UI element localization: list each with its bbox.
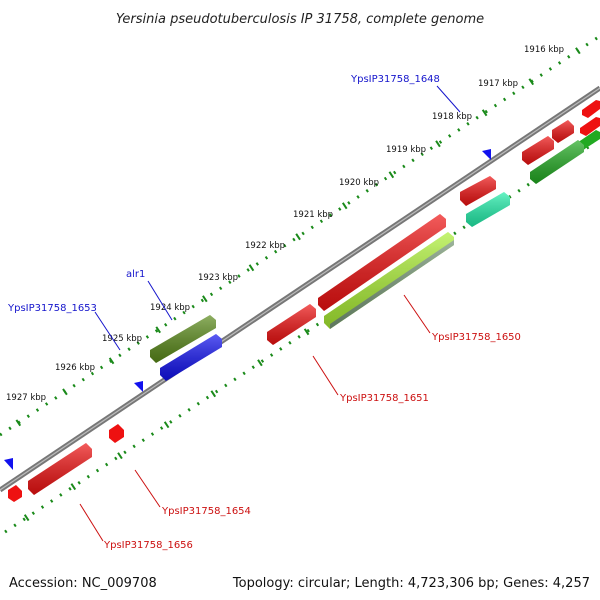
scale-tick (23, 514, 30, 522)
tick-label-1927: 1927 kbp (6, 393, 46, 403)
gene-feature (8, 485, 22, 502)
scale-tick (163, 421, 170, 429)
tick-label-1921: 1921 kbp (293, 210, 333, 220)
outer-scale-dots (0, 34, 600, 437)
tick-label-1916: 1916 kbp (524, 45, 564, 55)
callout-line-1653 (94, 311, 121, 351)
tick-label-1923: 1923 kbp (198, 273, 238, 283)
scale-tick (155, 326, 161, 334)
callout-line-1648 (436, 85, 461, 113)
scale-tick (435, 140, 441, 148)
gene-feature (580, 117, 600, 136)
gene-label-ypsip31758-1648[interactable]: YpsIP31758_1648 (350, 74, 440, 85)
tick-label-1920: 1920 kbp (339, 178, 379, 188)
tick-label-1925: 1925 kbp (102, 334, 142, 344)
tick-label-1918: 1918 kbp (432, 112, 472, 122)
gene-features (8, 100, 600, 502)
gene-label-ypsip31758-1651[interactable]: YpsIP31758_1651 (339, 393, 429, 404)
blue-markers (4, 149, 491, 470)
callout-line-1654 (134, 469, 161, 508)
gene-ypsip31758-1654 (109, 424, 124, 443)
accession-text: Accession: NC_009708 (9, 576, 157, 591)
tick-label-1919: 1919 kbp (386, 145, 426, 155)
marker-arrow (4, 458, 13, 470)
map-title: Yersinia pseudotuberculosis IP 31758, co… (116, 12, 484, 27)
callout-line-1650 (403, 294, 431, 334)
gene-label-alr1[interactable]: alr1 (126, 269, 145, 280)
scale-tick-marks (15, 47, 581, 427)
gene-label-ypsip31758-1656[interactable]: YpsIP31758_1656 (103, 540, 193, 551)
callout-line-alr1 (147, 280, 173, 321)
callout-line-1656 (79, 503, 104, 542)
genome-backbone-highlight (0, 87, 600, 491)
marker-arrow (134, 381, 143, 392)
gene-label-ypsip31758-1654[interactable]: YpsIP31758_1654 (161, 506, 251, 517)
scale-tick (62, 388, 68, 396)
tick-label-1922: 1922 kbp (245, 241, 285, 251)
scale-tick (117, 452, 123, 460)
gene-feature (582, 100, 600, 118)
scale-tick (303, 328, 310, 336)
gene-labels: YpsIP31758_1648 alr1 YpsIP31758_1653 Yps… (7, 74, 521, 551)
callout-line-1651 (312, 355, 339, 396)
scale-tick (575, 47, 581, 55)
scale-tick (108, 357, 115, 365)
genome-stats-text: Topology: circular; Length: 4,723,306 bp… (232, 576, 590, 591)
scale-tick (528, 78, 535, 86)
callout-lines (79, 85, 461, 542)
tick-label-1926: 1926 kbp (55, 363, 95, 373)
scale-tick (388, 171, 395, 179)
scale-tick (481, 109, 488, 117)
scale-tick-labels: 1916 kbp 1917 kbp 1918 kbp 1919 kbp 1920… (6, 45, 564, 403)
tick-label-1917: 1917 kbp (478, 79, 518, 89)
scale-tick (248, 264, 255, 272)
outer-scale-track: 1916 kbp 1917 kbp 1918 kbp 1919 kbp 1920… (0, 34, 600, 437)
tick-label-1924: 1924 kbp (150, 303, 190, 313)
scale-tick (15, 419, 22, 427)
scale-tick (295, 233, 301, 241)
scale-tick (210, 390, 217, 398)
marker-arrow (482, 149, 491, 160)
scale-tick (341, 202, 348, 210)
scale-tick (202, 295, 208, 303)
gene-label-ypsip31758-1653[interactable]: YpsIP31758_1653 (7, 303, 97, 314)
gene-label-ypsip31758-1650[interactable]: YpsIP31758_1650 (431, 332, 521, 343)
scale-tick (70, 483, 77, 491)
scale-tick (257, 359, 263, 367)
